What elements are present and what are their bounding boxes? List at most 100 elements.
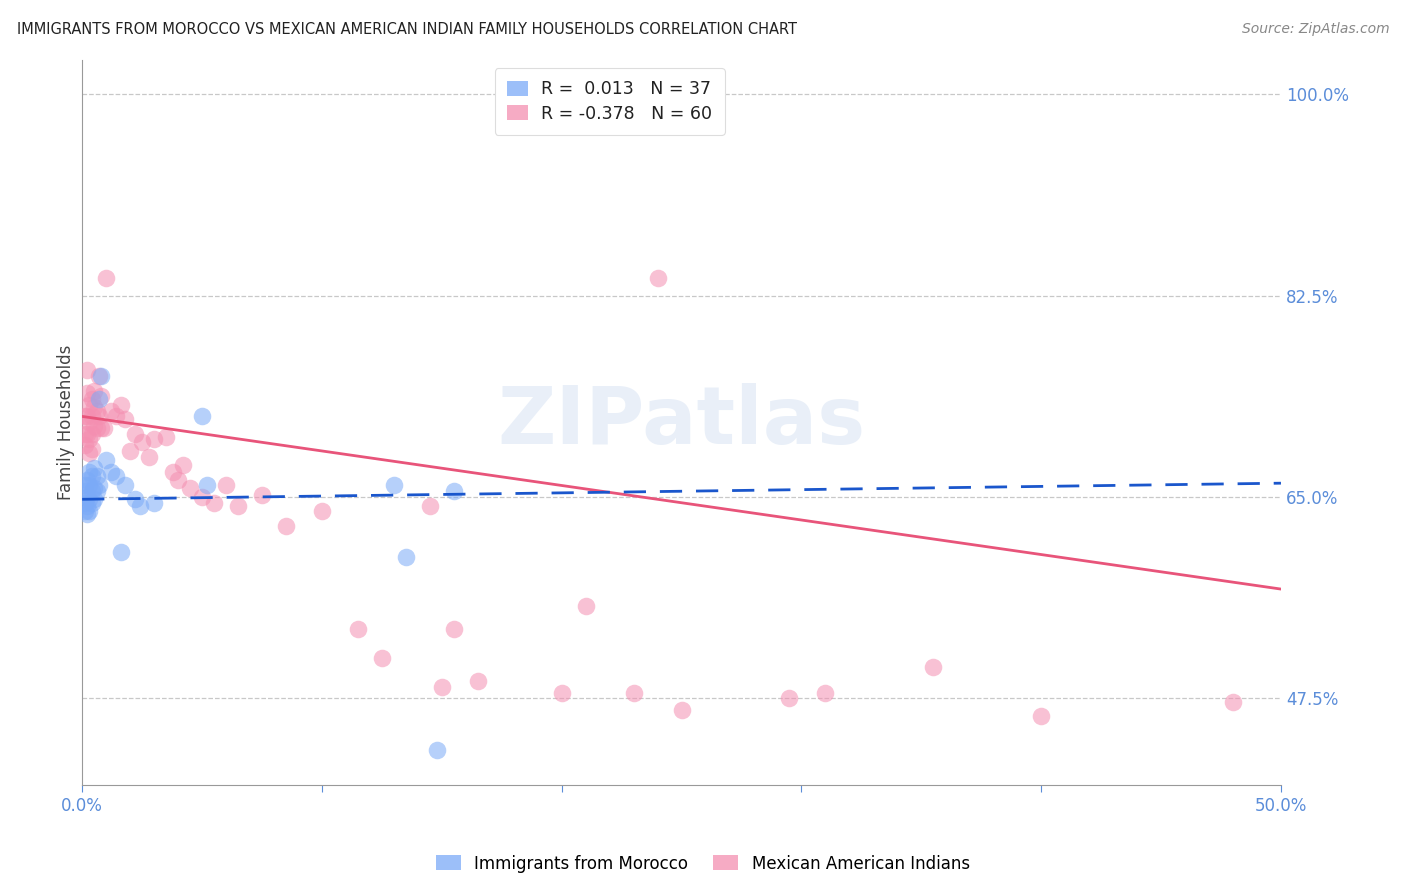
Legend: R =  0.013   N = 37, R = -0.378   N = 60: R = 0.013 N = 37, R = -0.378 N = 60 bbox=[495, 69, 724, 135]
Point bbox=[87, 392, 110, 406]
Point bbox=[80, 426, 103, 441]
Point bbox=[114, 411, 136, 425]
Text: Source: ZipAtlas.com: Source: ZipAtlas.com bbox=[1241, 22, 1389, 37]
Point bbox=[623, 686, 645, 700]
Point bbox=[191, 409, 214, 424]
Point bbox=[93, 421, 115, 435]
Y-axis label: Family Households: Family Households bbox=[58, 344, 75, 500]
Point bbox=[90, 369, 112, 384]
Point bbox=[550, 686, 572, 700]
Point bbox=[80, 484, 103, 499]
Point bbox=[814, 686, 837, 700]
Point bbox=[87, 409, 110, 424]
Point bbox=[104, 409, 127, 424]
Point bbox=[79, 446, 101, 460]
Legend: Immigrants from Morocco, Mexican American Indians: Immigrants from Morocco, Mexican America… bbox=[429, 848, 977, 880]
Text: IMMIGRANTS FROM MOROCCO VS MEXICAN AMERICAN INDIAN FAMILY HOUSEHOLDS CORRELATION: IMMIGRANTS FROM MOROCCO VS MEXICAN AMERI… bbox=[17, 22, 797, 37]
Point bbox=[172, 458, 194, 472]
Point bbox=[128, 499, 150, 513]
Point bbox=[76, 386, 98, 401]
Point bbox=[1031, 708, 1053, 723]
Point bbox=[76, 409, 98, 424]
Point bbox=[80, 496, 103, 510]
Point bbox=[143, 433, 166, 447]
Point bbox=[76, 508, 98, 522]
Point bbox=[155, 430, 177, 444]
Point bbox=[83, 384, 105, 398]
Point bbox=[76, 426, 98, 441]
Point bbox=[143, 496, 166, 510]
Point bbox=[94, 453, 117, 467]
Point bbox=[83, 492, 105, 507]
Point bbox=[382, 478, 405, 492]
Point bbox=[162, 465, 184, 479]
Point bbox=[79, 478, 101, 492]
Point bbox=[86, 484, 108, 499]
Point bbox=[131, 434, 153, 449]
Point bbox=[76, 363, 98, 377]
Point bbox=[73, 409, 96, 424]
Point bbox=[90, 421, 112, 435]
Point bbox=[76, 490, 98, 504]
Point bbox=[79, 398, 101, 412]
Point bbox=[124, 426, 146, 441]
Point bbox=[73, 504, 96, 518]
Point bbox=[79, 492, 101, 507]
Point bbox=[73, 426, 96, 441]
Point bbox=[83, 461, 105, 475]
Point bbox=[138, 450, 160, 464]
Point bbox=[647, 271, 669, 285]
Point bbox=[110, 398, 132, 412]
Point bbox=[90, 389, 112, 403]
Point bbox=[76, 473, 98, 487]
Point bbox=[443, 484, 465, 499]
Point bbox=[79, 433, 101, 447]
Point bbox=[575, 599, 598, 614]
Point bbox=[671, 703, 693, 717]
Point bbox=[202, 496, 225, 510]
Point bbox=[86, 403, 108, 417]
Point bbox=[395, 549, 418, 564]
Point bbox=[100, 403, 122, 417]
Point bbox=[94, 271, 117, 285]
Point bbox=[100, 465, 122, 479]
Point bbox=[430, 680, 453, 694]
Point bbox=[179, 481, 201, 495]
Point bbox=[87, 369, 110, 384]
Point bbox=[73, 478, 96, 492]
Point bbox=[226, 499, 249, 513]
Point bbox=[1222, 695, 1244, 709]
Point bbox=[104, 469, 127, 483]
Point bbox=[87, 478, 110, 492]
Point bbox=[311, 504, 333, 518]
Point bbox=[79, 465, 101, 479]
Point bbox=[79, 504, 101, 518]
Point bbox=[922, 660, 945, 674]
Point bbox=[73, 438, 96, 452]
Point bbox=[778, 691, 800, 706]
Point bbox=[79, 415, 101, 429]
Point bbox=[86, 469, 108, 483]
Point bbox=[124, 492, 146, 507]
Point bbox=[419, 499, 441, 513]
Text: ZIPatlas: ZIPatlas bbox=[498, 384, 866, 461]
Point bbox=[80, 469, 103, 483]
Point bbox=[73, 496, 96, 510]
Point bbox=[167, 473, 190, 487]
Point bbox=[73, 484, 96, 499]
Point bbox=[83, 418, 105, 433]
Point bbox=[274, 518, 297, 533]
Point bbox=[80, 409, 103, 424]
Point bbox=[191, 490, 214, 504]
Point bbox=[215, 478, 238, 492]
Point bbox=[114, 478, 136, 492]
Point bbox=[250, 488, 273, 502]
Point bbox=[347, 623, 370, 637]
Point bbox=[120, 444, 142, 458]
Point bbox=[443, 623, 465, 637]
Point bbox=[80, 392, 103, 406]
Point bbox=[110, 545, 132, 559]
Point bbox=[86, 421, 108, 435]
Point bbox=[195, 478, 218, 492]
Point bbox=[80, 442, 103, 456]
